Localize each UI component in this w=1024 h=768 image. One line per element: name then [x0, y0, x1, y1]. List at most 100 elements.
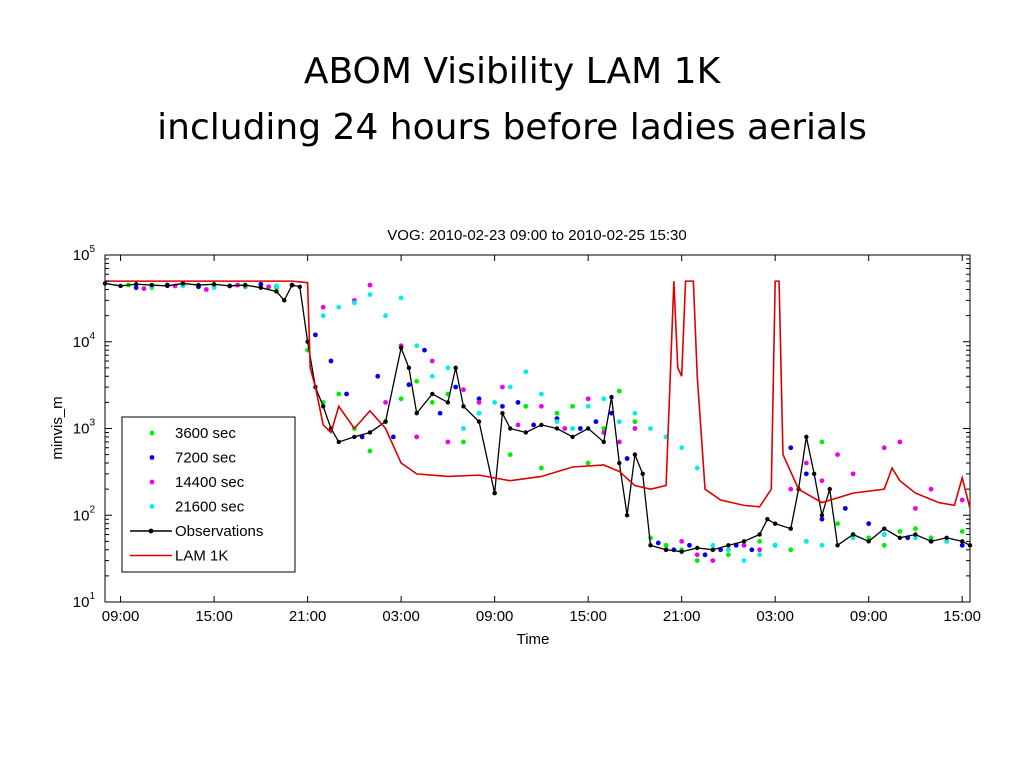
slide-title: ABOM Visibility LAM 1K including 24 hour… [0, 44, 1024, 156]
data-point [811, 471, 817, 477]
x-tick-label: 03:00 [756, 608, 794, 625]
data-point [344, 391, 349, 397]
data-point [772, 521, 778, 526]
data-point [445, 400, 451, 405]
data-point [492, 399, 498, 405]
data-point [274, 283, 279, 289]
data-point [741, 539, 747, 544]
data-point [562, 426, 568, 431]
data-point [803, 538, 809, 544]
data-point [383, 313, 388, 319]
data-point [897, 529, 903, 534]
data-point [492, 490, 497, 496]
legend-label: Observations [175, 523, 263, 540]
data-point [757, 547, 762, 553]
data-point [881, 532, 887, 537]
x-tick-label: 15:00 [943, 608, 981, 625]
data-point [616, 419, 622, 425]
x-tick-label: 09:00 [476, 608, 514, 625]
data-point [788, 526, 793, 531]
data-point [383, 419, 388, 424]
data-point [726, 547, 731, 553]
data-point [881, 445, 887, 451]
data-point [500, 403, 505, 409]
data-point [445, 365, 451, 371]
data-point [897, 439, 903, 445]
data-point [741, 542, 747, 548]
data-point [601, 396, 607, 402]
data-point [726, 543, 731, 548]
chart-title: VOG: 2010-02-23 09:00 to 2010-02-25 15:3… [387, 227, 686, 244]
data-point [788, 445, 794, 451]
y-tick-label: 101 [73, 591, 96, 611]
data-point [165, 283, 170, 289]
data-point [850, 535, 856, 541]
data-point [429, 399, 435, 405]
data-point [679, 538, 685, 544]
data-point [866, 539, 871, 544]
data-point [461, 404, 466, 409]
data-point [570, 426, 575, 431]
x-tick-label: 15:00 [569, 608, 607, 625]
legend-item: 21600 sec [149, 499, 245, 516]
data-point [367, 282, 373, 288]
data-point [375, 373, 381, 379]
data-point [398, 345, 404, 351]
data-point [515, 422, 521, 428]
data-point [765, 517, 770, 522]
data-point [500, 411, 505, 416]
data-point [866, 521, 872, 527]
y-tick-label: 103 [73, 418, 96, 438]
data-point [944, 535, 949, 540]
data-point [827, 486, 832, 492]
data-point [328, 358, 334, 364]
data-point [882, 526, 887, 531]
slide-title-line-2: including 24 hours before ladies aerials [157, 107, 867, 148]
legend-marker [149, 504, 155, 509]
data-point [741, 558, 747, 564]
data-point [913, 505, 918, 511]
data-point [554, 410, 560, 416]
data-point [476, 410, 482, 416]
x-tick-label: 09:00 [102, 608, 140, 625]
data-point [258, 281, 264, 287]
data-point [819, 478, 825, 484]
data-point [523, 403, 529, 409]
data-point [694, 552, 700, 558]
data-point [367, 430, 373, 435]
data-point [749, 547, 755, 553]
x-axis-label: Time [517, 631, 550, 648]
data-point [211, 282, 217, 287]
data-point [359, 434, 365, 440]
data-point [539, 422, 544, 428]
data-point [570, 403, 575, 409]
data-point [710, 542, 716, 548]
axis-layer: 09:00 15:00 21:00 03:00 09:00 15:00 21:00 03:00… [73, 244, 981, 625]
data-point [726, 552, 731, 558]
series-s21600 [149, 282, 950, 564]
data-point [648, 543, 653, 548]
data-point [648, 426, 653, 431]
data-point [718, 547, 724, 553]
data-point [313, 332, 318, 338]
data-point [788, 547, 794, 553]
data-point [663, 547, 669, 552]
x-tick-label: 09:00 [850, 608, 888, 625]
legend-marker [149, 479, 155, 485]
data-point [819, 439, 825, 445]
data-point [772, 542, 778, 548]
data-point [694, 465, 700, 471]
legend-item: LAM 1K [130, 548, 228, 565]
data-point [320, 313, 326, 319]
data-point [406, 382, 412, 388]
data-point [624, 513, 630, 518]
data-point [866, 535, 872, 541]
data-point [835, 543, 840, 548]
data-point [336, 439, 341, 445]
data-point [141, 286, 147, 291]
data-point [679, 549, 684, 554]
data-point [258, 285, 264, 290]
series-lam [105, 280, 971, 509]
data-point [959, 542, 965, 548]
data-point [624, 456, 630, 461]
